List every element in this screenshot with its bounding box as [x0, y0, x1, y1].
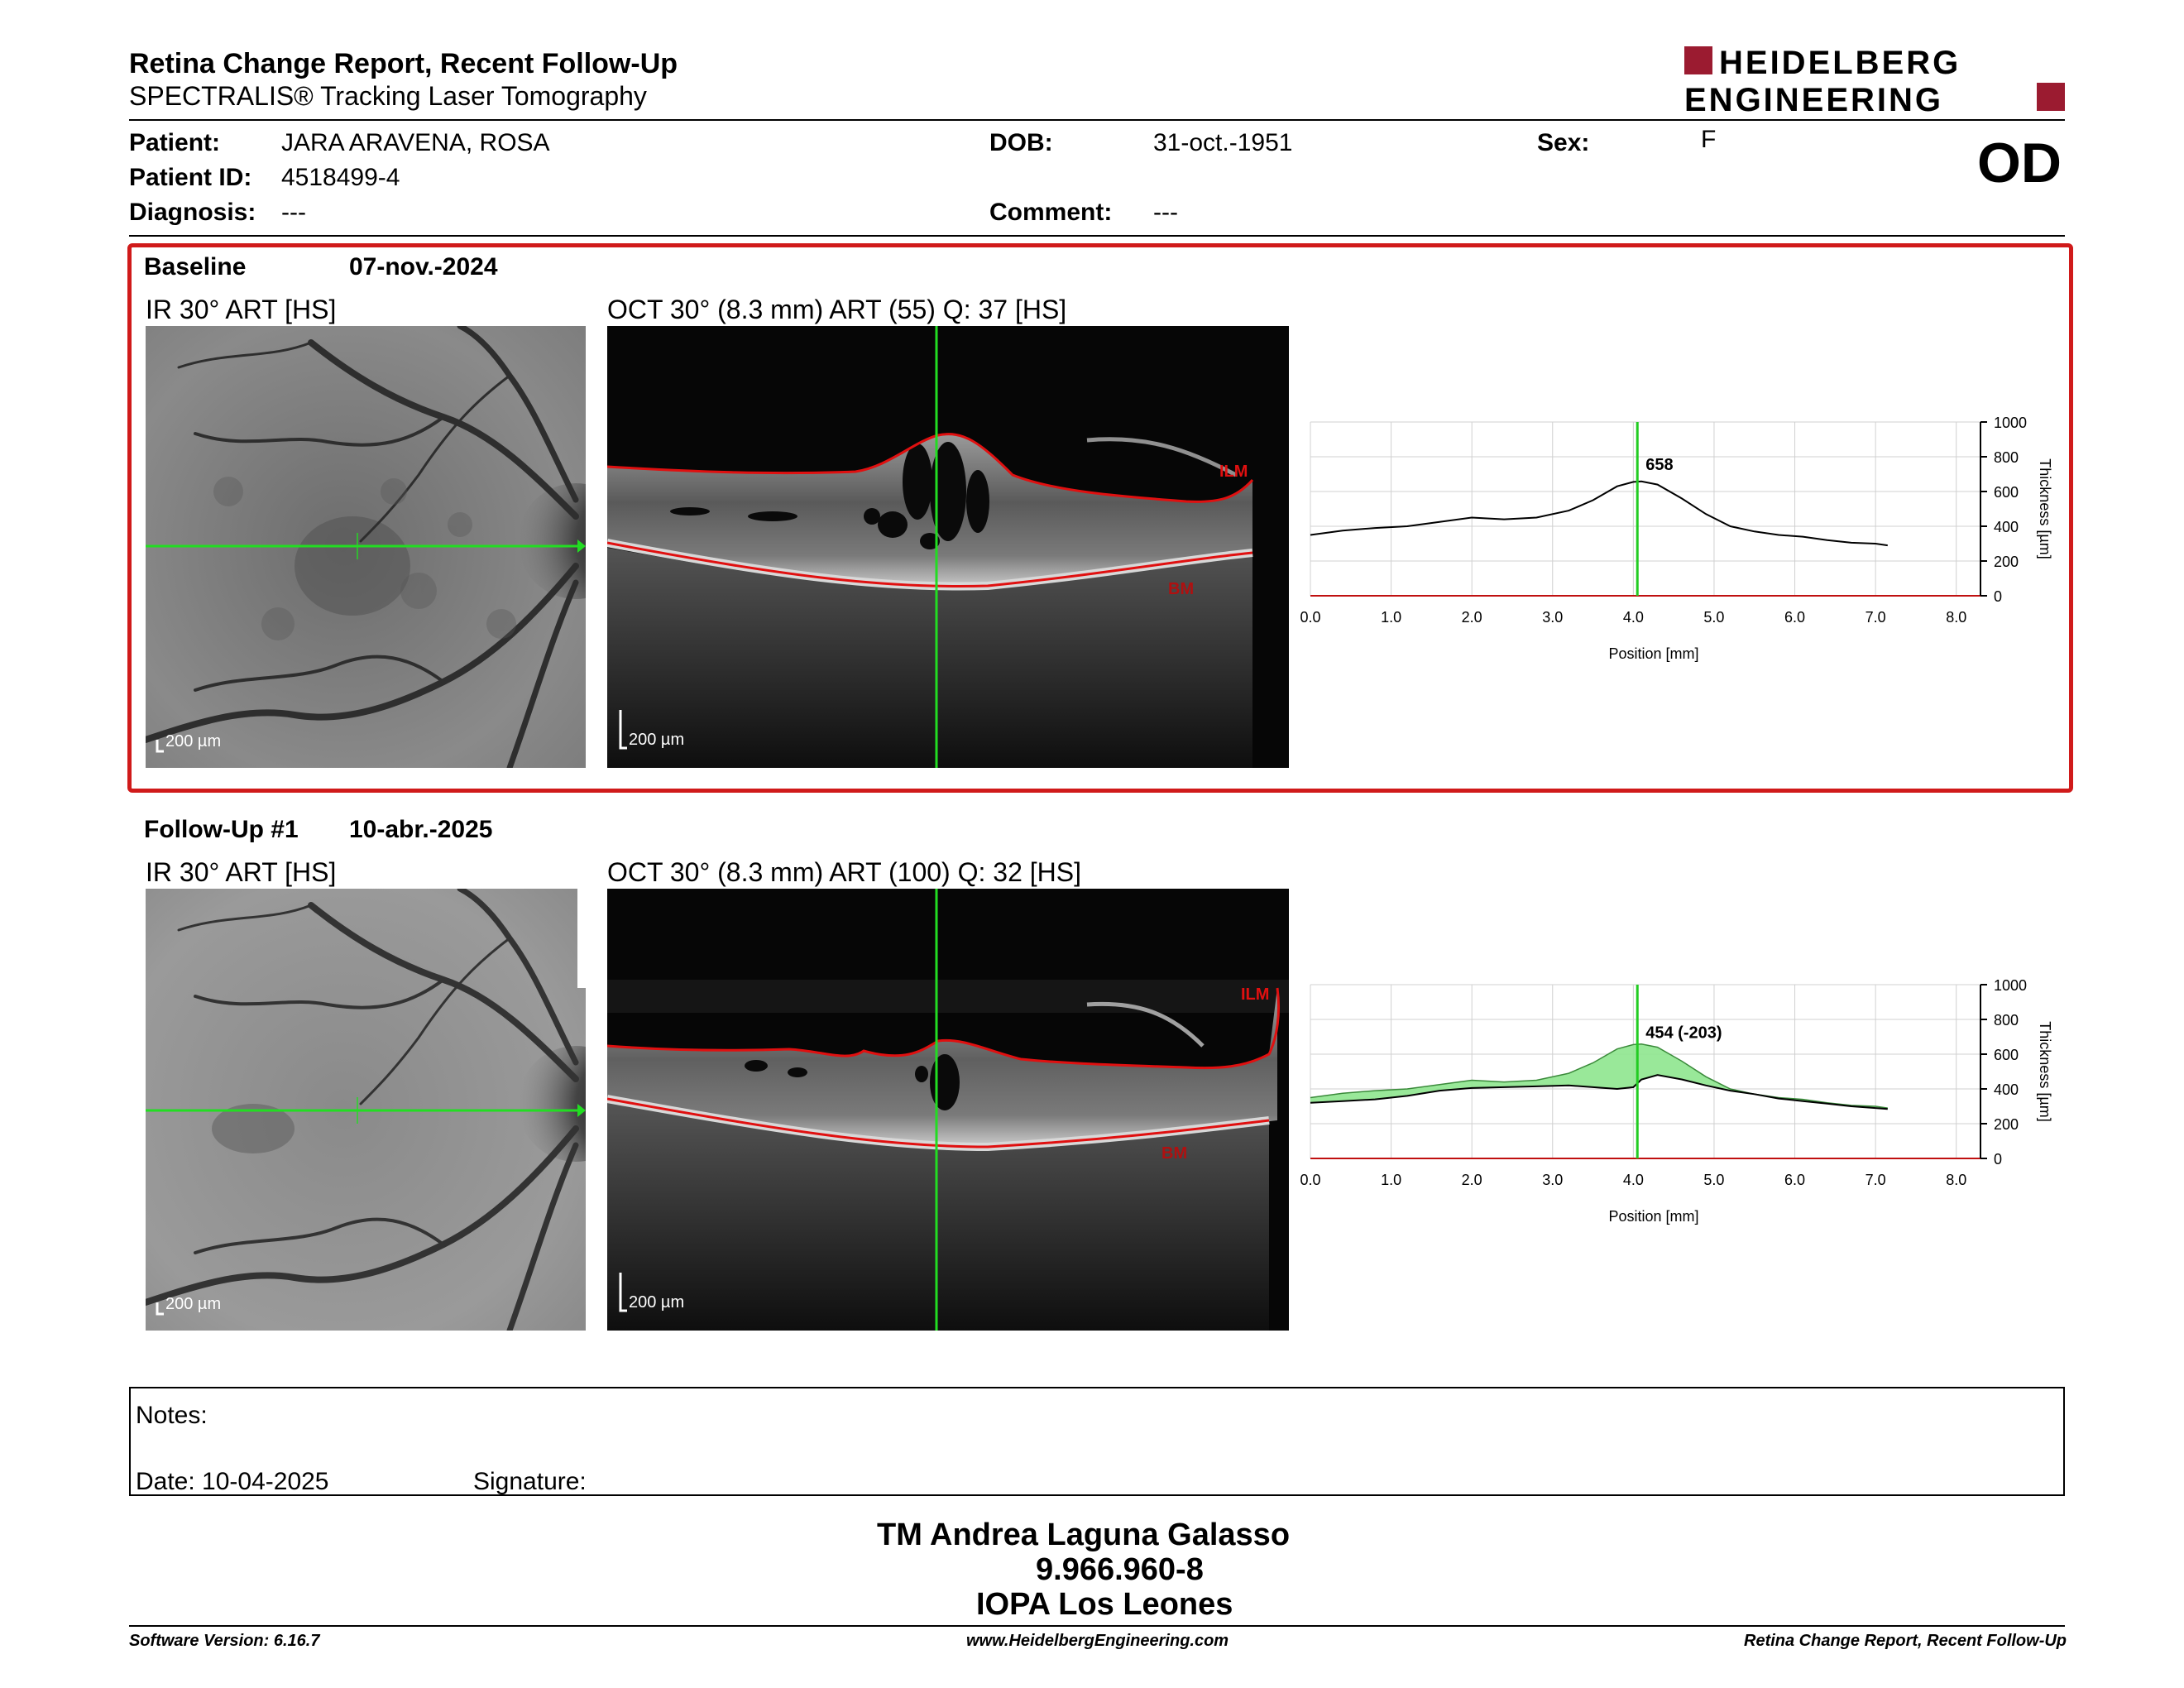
baseline-x-tick-label: 7.0: [1866, 609, 1886, 626]
baseline-y-tick-label: 800: [1994, 449, 2019, 466]
followup-ilm-label: ILM: [1241, 985, 1269, 1004]
followup-x-tick-label: 3.0: [1542, 1172, 1563, 1188]
followup-oct-image: ILM BM 200 µm: [607, 889, 1289, 1331]
baseline-title: Baseline: [144, 253, 247, 281]
baseline-x-axis-label: Position [mm]: [1608, 645, 1698, 662]
logo-text-2: ENGINEERING: [1684, 82, 1943, 116]
heidelberg-logo: HEIDELBERG ENGINEERING: [1684, 43, 2065, 118]
followup-oct-scale: 200 µm: [629, 1293, 684, 1312]
followup-chart-svg: 0 200 400 600 800 1000 0.0 1.0 2.0 3.0 4.0 5.0 6.0 7.…: [1300, 977, 2053, 1225]
diagnosis-label: Diagnosis:: [129, 199, 256, 226]
patient-label: Patient:: [129, 129, 221, 156]
report-subtitle: SPECTRALIS® Tracking Laser Tomography: [129, 81, 647, 111]
followup-x-tick-label: 6.0: [1784, 1172, 1805, 1188]
comment-value: ---: [1153, 199, 1178, 226]
followup-y-tick-label: 800: [1994, 1012, 2019, 1029]
baseline-x-tick-label: 6.0: [1784, 609, 1805, 626]
followup-ir-image: 200 µm: [146, 889, 586, 1331]
dob-label: DOB:: [989, 129, 1053, 156]
baseline-ir-scale: 200 µm: [165, 732, 221, 750]
followup-y-tick-label: 400: [1994, 1081, 2019, 1098]
baseline-ir-image: 200 µm: [146, 326, 586, 768]
footer-website: www.HeidelbergEngineering.com: [966, 1632, 1229, 1650]
baseline-y-tick-label: 0: [1994, 588, 2002, 605]
signatory-name: TM Andrea Laguna Galasso: [877, 1518, 1291, 1552]
followup-marker-value-label: 454 (-203): [1645, 1024, 1722, 1043]
baseline-x-tick-label: 3.0: [1542, 609, 1563, 626]
followup-date: 10-abr.-2025: [349, 816, 493, 843]
baseline-frame: [127, 243, 2073, 793]
baseline-series-line: [1310, 480, 1888, 547]
footer-software-version: Software Version: 6.16.7: [129, 1632, 320, 1650]
followup-oct-caption: OCT 30° (8.3 mm) ART (100) Q: 32 [HS]: [607, 857, 1081, 887]
patient-id: 4518499-4: [281, 164, 400, 191]
followup-x-tick-label: 5.0: [1703, 1172, 1724, 1188]
followup-y-tick-label: 1000: [1994, 977, 2027, 994]
baseline-y-tick-label: 1000: [1994, 415, 2027, 431]
patient-id-label: Patient ID:: [129, 164, 252, 191]
followup-x-axis-label: Position [mm]: [1608, 1208, 1698, 1225]
baseline-oct-image: ILM BM 200 µm: [607, 326, 1289, 768]
baseline-y-tick-label: 400: [1994, 519, 2019, 535]
baseline-x-tick-label: 0.0: [1300, 609, 1320, 626]
dob-value: 31-oct.-1951: [1153, 129, 1293, 156]
followup-ir-scale: 200 µm: [165, 1295, 221, 1313]
eye-indicator: OD: [1977, 132, 2062, 194]
baseline-ir-caption: IR 30° ART [HS]: [146, 295, 337, 324]
baseline-oct-scale: 200 µm: [629, 731, 684, 749]
followup-x-tick-label: 0.0: [1300, 1172, 1320, 1188]
comment-label: Comment:: [989, 199, 1113, 226]
logo-text-1: HEIDELBERG: [1719, 45, 1961, 81]
followup-y-tick-label: 600: [1994, 1047, 2019, 1063]
followup-x-tick-label: 1.0: [1381, 1172, 1401, 1188]
followup-title: Follow-Up #1: [144, 816, 299, 843]
baseline-bm-label: BM: [1168, 580, 1194, 598]
followup-y-tick-label: 0: [1994, 1151, 2002, 1168]
baseline-x-tick-label: 8.0: [1946, 609, 1966, 626]
followup-bm-label: BM: [1161, 1144, 1187, 1163]
baseline-date: 07-nov.-2024: [349, 253, 498, 281]
baseline-y-tick-label: 600: [1994, 484, 2019, 501]
followup-x-tick-label: 8.0: [1946, 1172, 1966, 1188]
baseline-x-tick-label: 1.0: [1381, 609, 1401, 626]
signatory-institution: IOPA Los Leones: [976, 1587, 1233, 1622]
signatory-id: 9.966.960-8: [1036, 1552, 1204, 1587]
patient-divider: [129, 235, 2065, 237]
followup-x-tick-label: 4.0: [1623, 1172, 1644, 1188]
footer-report-name: Retina Change Report, Recent Follow-Up: [1744, 1632, 2067, 1650]
baseline-oct-caption: OCT 30° (8.3 mm) ART (55) Q: 37 [HS]: [607, 295, 1067, 324]
followup-y-tick-label: 200: [1994, 1116, 2019, 1133]
followup-x-tick-label: 7.0: [1866, 1172, 1886, 1188]
footer-divider: [129, 1625, 2065, 1627]
sex-label: Sex:: [1537, 129, 1590, 156]
baseline-x-tick-label: 2.0: [1462, 609, 1482, 626]
baseline-x-tick-label: 5.0: [1703, 609, 1724, 626]
signature-label: Signature:: [473, 1468, 587, 1495]
notes-label: Notes:: [136, 1402, 208, 1429]
baseline-y-tick-label: 200: [1994, 554, 2019, 570]
baseline-x-tick-label: 4.0: [1623, 609, 1644, 626]
notes-box: [129, 1387, 2065, 1496]
baseline-ilm-label: ILM: [1219, 463, 1248, 481]
baseline-thickness-chart: 0 200 400 600 800 1000 0.0 1.0 2.0 3.0 4.0 5.0 6.0 7.…: [1300, 414, 2076, 687]
followup-x-tick-label: 2.0: [1462, 1172, 1482, 1188]
followup-thickness-chart: 0 200 400 600 800 1000 0.0 1.0 2.0 3.0 4.0 5.0 6.0 7.…: [1300, 976, 2076, 1249]
header-divider: [129, 119, 2065, 121]
baseline-marker-value-label: 658: [1645, 456, 1673, 474]
sex-value: F: [1701, 126, 1717, 153]
baseline-chart-svg: 0 200 400 600 800 1000 0.0 1.0 2.0 3.0 4.0 5.0 6.0 7.…: [1300, 415, 2053, 662]
date-label: Date: 10-04-2025: [136, 1468, 329, 1495]
followup-ir-caption: IR 30° ART [HS]: [146, 857, 337, 887]
baseline-y-axis-label: Thickness [µm]: [2037, 458, 2053, 559]
diagnosis-value: ---: [281, 199, 306, 226]
followup-y-axis-label: Thickness [µm]: [2037, 1021, 2053, 1121]
report-title: Retina Change Report, Recent Follow-Up: [129, 48, 678, 79]
patient-name: JARA ARAVENA, ROSA: [281, 129, 550, 156]
followup-difference-area: [1310, 1043, 1888, 1110]
